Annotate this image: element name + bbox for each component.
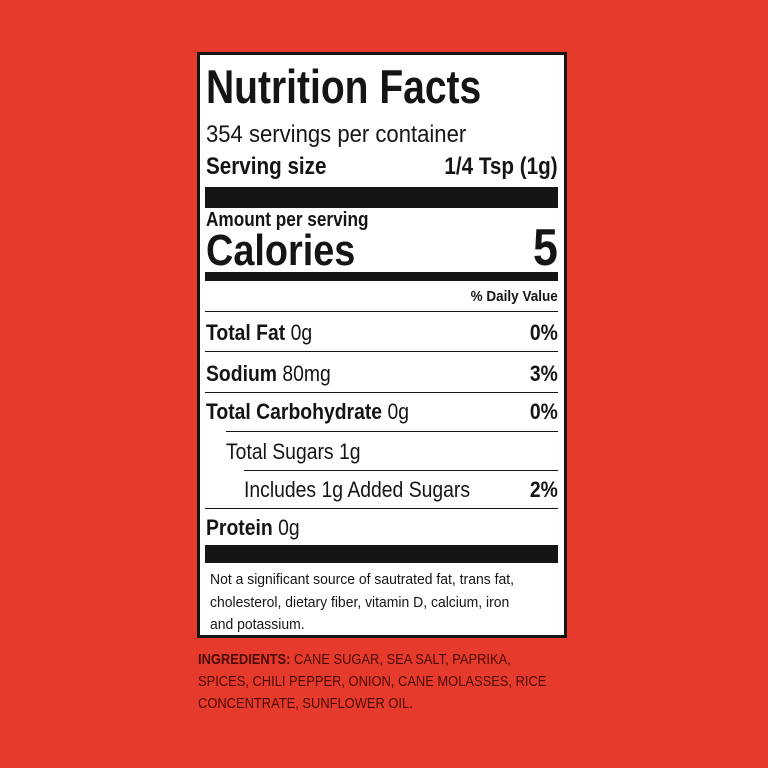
rule [205, 392, 558, 393]
daily-value: 0% [530, 399, 558, 424]
nutrient-amount: 0g [278, 515, 300, 540]
nutrient-name: Sodium [206, 361, 277, 386]
daily-value: 3% [530, 361, 558, 386]
ingredients-text: SPICES, CHILI PEPPER, ONION, CANE MOLASS… [198, 673, 547, 690]
serving-size-label: Serving size [206, 153, 327, 180]
ingredients-text: CANE SUGAR, SEA SALT, PAPRIKA, [294, 651, 511, 668]
nutrient-row: Total Carbohydrate 0g [206, 401, 409, 423]
nutrient-amount: 80mg [282, 361, 331, 386]
calories-value: 5 [533, 219, 558, 277]
nutrient-amount: 0g [387, 399, 409, 424]
nutrient-text: Total Sugars 1g [226, 439, 361, 464]
thick-rule [205, 187, 558, 208]
amount-per-serving: Amount per serving [206, 209, 369, 231]
nutrient-row: Sodium 80mg [206, 363, 331, 385]
rule [244, 470, 558, 471]
footnote-line: cholesterol, dietary fiber, vitamin D, c… [210, 593, 510, 611]
nutrient-row: Protein 0g [206, 517, 300, 539]
rule [205, 508, 558, 509]
daily-value: 0% [530, 320, 558, 345]
nutrient-text: Includes 1g Added Sugars [244, 477, 471, 502]
ingredients-line: INGREDIENTS: CANE SUGAR, SEA SALT, PAPRI… [198, 652, 511, 667]
ingredients-line: CONCENTRATE, SUNFLOWER OIL. [198, 696, 413, 711]
nutrient-name: Total Carbohydrate [206, 399, 383, 424]
ingredients-label: INGREDIENTS: [198, 651, 291, 668]
nutrient-name: Protein [206, 515, 273, 540]
rule [205, 311, 558, 312]
rule [205, 351, 558, 352]
nutrient-row: Includes 1g Added Sugars [244, 479, 470, 501]
rule [226, 431, 558, 432]
nutrient-row: Total Sugars 1g [226, 441, 361, 463]
medium-rule [205, 272, 558, 281]
nutrient-row: Total Fat 0g [206, 322, 312, 344]
title: Nutrition Facts [206, 60, 482, 113]
footnote-line: Not a significant source of sautrated fa… [210, 571, 514, 588]
footnote-line: and potassium. [210, 616, 305, 633]
daily-value-header: % Daily Value [470, 288, 558, 305]
ingredients-line: SPICES, CHILI PEPPER, ONION, CANE MOLASS… [198, 674, 546, 689]
ingredients-text: CONCENTRATE, SUNFLOWER OIL. [198, 695, 413, 712]
calories-label: Calories [206, 226, 356, 275]
nutrient-amount: 0g [290, 320, 313, 345]
label-box [197, 52, 567, 638]
daily-value: 2% [530, 477, 558, 502]
nutrient-name: Total Fat [206, 320, 286, 345]
thick-rule [205, 545, 558, 563]
serving-size-value: 1/4 Tsp (1g) [444, 153, 558, 180]
servings: 354 servings per container [206, 121, 467, 148]
